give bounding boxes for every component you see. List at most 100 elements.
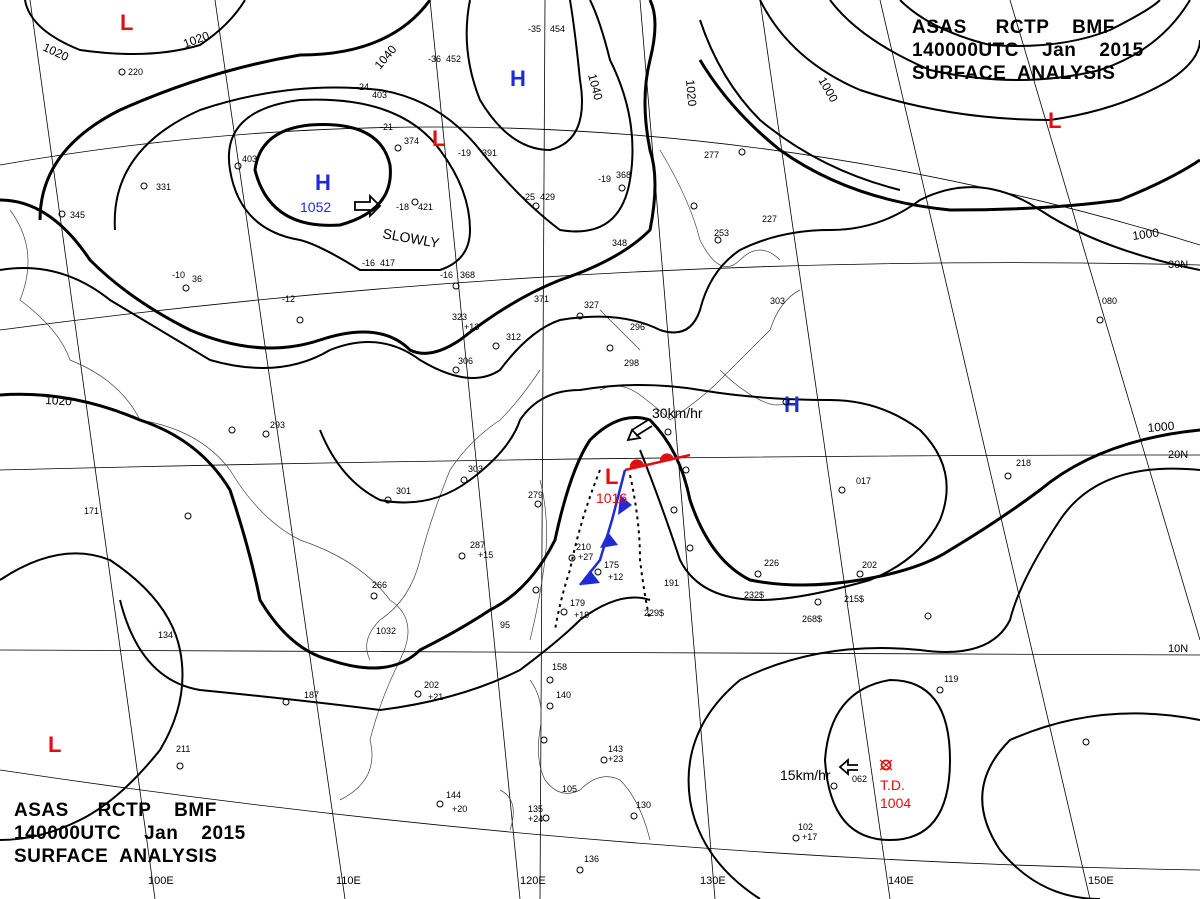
- station-value: -12: [282, 294, 295, 304]
- td-value: 1004: [880, 795, 911, 811]
- high-center-value: 1052: [300, 199, 331, 215]
- low-center-symbol: L: [1048, 108, 1061, 133]
- station-value: 368: [616, 170, 631, 180]
- station-value: 171: [84, 506, 99, 516]
- station-value: 323: [452, 312, 467, 322]
- lon-label-130e: 130E: [700, 875, 726, 887]
- station-value: 135: [528, 804, 543, 814]
- lon-label-150e: 150E: [1088, 875, 1114, 887]
- high-center-symbol: H: [784, 392, 800, 417]
- station-value: 403: [242, 154, 257, 164]
- station-value: +12: [608, 572, 623, 582]
- station-value: 229$: [644, 608, 664, 618]
- station-value: 140: [556, 690, 571, 700]
- graticule-labels: 30N 20N 10N 100E 110E 120E 130E 140E 150…: [148, 259, 1188, 887]
- station-value: 179: [570, 598, 585, 608]
- tropical-depression: T.D. 1004: [879, 759, 911, 811]
- station-value: 215$: [844, 594, 864, 604]
- station-value: 296: [630, 322, 645, 332]
- lon-label-100e: 100E: [148, 875, 174, 887]
- station-value: -36: [428, 54, 441, 64]
- station-value: +21: [428, 692, 443, 702]
- trough-line-2: [629, 474, 651, 621]
- arrow-slowly: [354, 193, 382, 219]
- station-value: +15: [478, 550, 493, 560]
- station-value: 227: [762, 214, 777, 224]
- station-markers: [58, 68, 1104, 874]
- movement-arrows: [354, 193, 858, 776]
- lat-label-20n: 20N: [1168, 449, 1188, 461]
- isobar-label: 1020: [683, 79, 699, 107]
- station-value: 279: [528, 490, 543, 500]
- station-value: 268$: [802, 614, 822, 624]
- station-value: +20: [452, 804, 467, 814]
- station-value: -21: [380, 122, 393, 132]
- low-center-symbol: L: [120, 10, 133, 35]
- station-value: 277: [704, 150, 719, 160]
- station-value: 080: [1102, 296, 1117, 306]
- station-value: -35: [528, 24, 541, 34]
- station-value: -18: [396, 202, 409, 212]
- station-value: 143: [608, 744, 623, 754]
- station-value: 348: [612, 238, 627, 248]
- lon-label-120e: 120E: [520, 875, 546, 887]
- chart-title-top: ASAS RCTP BMF 140000UTC Jan 2015 SURFACE…: [912, 16, 1144, 85]
- station-value: 371: [534, 294, 549, 304]
- station-value: 287: [470, 540, 485, 550]
- station-value: 303: [770, 296, 785, 306]
- station-value: 421: [418, 202, 433, 212]
- cold-front-triangle-3: [582, 570, 600, 585]
- title-line-2: 140000UTC Jan 2015: [14, 823, 246, 844]
- station-value: 331: [156, 182, 171, 192]
- warm-front-semicircle-1: [629, 459, 644, 468]
- td-label: T.D.: [880, 777, 905, 793]
- station-value: 368: [460, 270, 475, 280]
- warm-front-semicircle-2: [659, 453, 674, 462]
- title-line-2: 140000UTC Jan 2015: [912, 40, 1144, 61]
- station-value: 220: [128, 67, 143, 77]
- station-value: 130: [636, 800, 651, 810]
- station-value: 253: [714, 228, 729, 238]
- station-value: +24: [528, 814, 543, 824]
- station-value: 105: [562, 784, 577, 794]
- pressure-centers: H 1052 H H L 1016 L L L L: [48, 10, 1061, 757]
- movement-15kmhr: 15km/hr: [780, 767, 831, 783]
- station-value: 429: [540, 192, 555, 202]
- arrow-30kmhr: [626, 419, 653, 442]
- lon-label-110e: 110E: [336, 875, 361, 887]
- low-center-symbol: L: [48, 732, 61, 757]
- station-reports: 454 -35 220 -24 403 -36 452 -21 374 -19 …: [70, 24, 1117, 864]
- station-value: 391: [482, 148, 497, 158]
- station-value: 175: [604, 560, 619, 570]
- station-value: 119: [944, 674, 958, 684]
- warm-front: [624, 453, 691, 472]
- station-value: +27: [578, 552, 593, 562]
- cold-front-triangle-1: [618, 495, 632, 515]
- high-center-symbol: H: [315, 170, 331, 195]
- isobar-label: 1000: [1147, 419, 1175, 435]
- station-value: 158: [552, 662, 567, 672]
- title-line-1: ASAS RCTP BMF: [14, 800, 217, 821]
- station-value: 301: [396, 486, 411, 496]
- cold-front-triangle-2: [600, 532, 618, 548]
- movement-30kmhr: 30km/hr: [652, 405, 703, 421]
- station-value: 417: [380, 258, 395, 268]
- station-value: 95: [500, 620, 510, 630]
- coastlines: [9, 149, 801, 841]
- station-value: 134: [158, 630, 173, 640]
- station-value: 293: [270, 420, 285, 430]
- station-value: 136: [584, 854, 599, 864]
- station-value: -25: [522, 192, 535, 202]
- chart-title-bottom: ASAS RCTP BMF 140000UTC Jan 2015 SURFACE…: [14, 799, 246, 868]
- station-value: +23: [608, 754, 623, 764]
- station-value: 062: [852, 774, 867, 784]
- station-value: 202: [862, 560, 877, 570]
- title-line-3: SURFACE ANALYSIS: [14, 846, 218, 867]
- station-value: 226: [764, 558, 779, 568]
- station-value: 303: [468, 464, 483, 474]
- station-value: 1032: [376, 626, 396, 636]
- station-value: -19: [598, 174, 611, 184]
- station-value: -16: [440, 270, 453, 280]
